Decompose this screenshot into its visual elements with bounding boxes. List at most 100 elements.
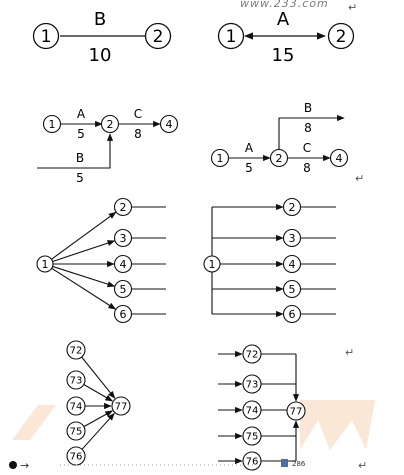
node-circle (42, 114, 62, 134)
duration-label: 8 (134, 127, 142, 141)
node-label: 4 (336, 152, 343, 165)
small-image-icon (281, 459, 288, 467)
node-circle (113, 228, 133, 248)
node-circle (242, 344, 262, 364)
activity-arrow (51, 267, 117, 310)
diagram-activity-b: 1 2 B 10 (32, 9, 172, 66)
activity-arrow (51, 211, 117, 260)
node-label: 73 (70, 376, 83, 387)
node-circle (159, 114, 179, 134)
node-label: 4 (289, 258, 296, 271)
node-label: 2 (107, 118, 114, 131)
node-label: 73 (246, 380, 259, 391)
node-label: 4 (166, 118, 173, 131)
node-label: 5 (120, 283, 127, 296)
node-label: 74 (246, 406, 259, 417)
node-label: 1 (49, 118, 56, 131)
node-circle (217, 22, 245, 50)
node-label: 6 (289, 308, 296, 321)
node-circle (111, 396, 131, 416)
node-circle (113, 197, 133, 217)
node-label: 1 (41, 27, 52, 47)
background-watermark-logo (12, 400, 375, 450)
duration-label: 15 (272, 45, 295, 66)
node-label: 1 (209, 258, 216, 271)
activity-arrow (81, 412, 115, 450)
node-circle (269, 148, 289, 168)
node-label: 2 (289, 201, 296, 214)
node-circle (282, 197, 302, 217)
node-circle (66, 370, 86, 390)
node-circle (66, 421, 86, 441)
activity-arrow (83, 384, 114, 402)
duration-label: 8 (303, 161, 311, 175)
node-label: 6 (120, 308, 127, 321)
duration-label: 5 (76, 171, 84, 185)
activity-label: C (303, 141, 311, 155)
node-label: 1 (217, 152, 224, 165)
activity-label: A (245, 141, 254, 155)
node-label: 2 (120, 201, 127, 214)
activity-label: C (134, 107, 142, 121)
arrow-glyph: → (20, 459, 29, 472)
node-circle (242, 374, 262, 394)
node-label: 1 (42, 258, 49, 271)
activity-arrow (81, 356, 116, 399)
return-mark: ↵ (355, 172, 364, 185)
node-circle (282, 228, 302, 248)
node-circle (210, 148, 230, 168)
diagram-split-activity-b: 1 2 4 A 5 C 8 B 8 (210, 101, 349, 175)
node-circle (242, 400, 262, 420)
node-circle (144, 22, 172, 50)
activity-arrow (83, 410, 113, 428)
diagram-bus-fan-in: 72 73 74 75 76 77 (218, 344, 306, 471)
return-mark: ↵ (345, 346, 354, 359)
node-circle (100, 114, 120, 134)
node-circle (282, 254, 302, 274)
node-label: 77 (115, 402, 128, 413)
activity-arrow (52, 265, 116, 288)
node-label: 72 (246, 350, 259, 361)
node-label: 75 (70, 427, 83, 438)
node-label: 72 (70, 346, 83, 357)
node-label: 1 (226, 27, 237, 47)
activity-label: A (277, 9, 290, 30)
tiny-caption: 286 (292, 460, 306, 468)
node-circle (66, 396, 86, 416)
node-circle (327, 22, 355, 50)
activity-label: B (304, 101, 312, 115)
duration-label: 5 (77, 127, 85, 141)
node-circle (329, 148, 349, 168)
node-circle (242, 426, 262, 446)
node-label: 3 (289, 232, 296, 245)
node-label: 76 (246, 457, 259, 468)
node-label: 2 (336, 27, 347, 47)
node-circle (113, 279, 133, 299)
duration-label: 5 (245, 161, 253, 175)
duration-label: 10 (89, 45, 112, 66)
diagram-fan-out: 1 2 3 4 5 6 (36, 197, 166, 324)
node-label: 77 (290, 407, 303, 418)
node-circle (282, 304, 302, 324)
diagram-merge-activity-b: 1 2 4 A 5 C 8 B 5 (37, 107, 179, 185)
site-watermark: www.233.com (240, 0, 329, 10)
activity-label: B (76, 151, 84, 165)
return-mark: ↵ (358, 459, 367, 472)
node-label: 2 (276, 152, 283, 165)
duration-label: 8 (304, 121, 312, 135)
node-circle (113, 254, 133, 274)
bullet-dot (9, 461, 17, 469)
node-label: 74 (70, 402, 83, 413)
node-circle (32, 22, 60, 50)
node-circle (36, 255, 54, 273)
activity-label: A (77, 107, 86, 121)
node-label: 5 (289, 283, 296, 296)
diagram-fan-in: 72 73 74 75 76 77 (66, 340, 131, 466)
activity-label: B (94, 9, 106, 30)
node-circle (282, 279, 302, 299)
node-label: 75 (246, 432, 259, 443)
node-label: 2 (153, 27, 164, 47)
node-label: 76 (70, 452, 83, 463)
node-circle (242, 451, 262, 471)
